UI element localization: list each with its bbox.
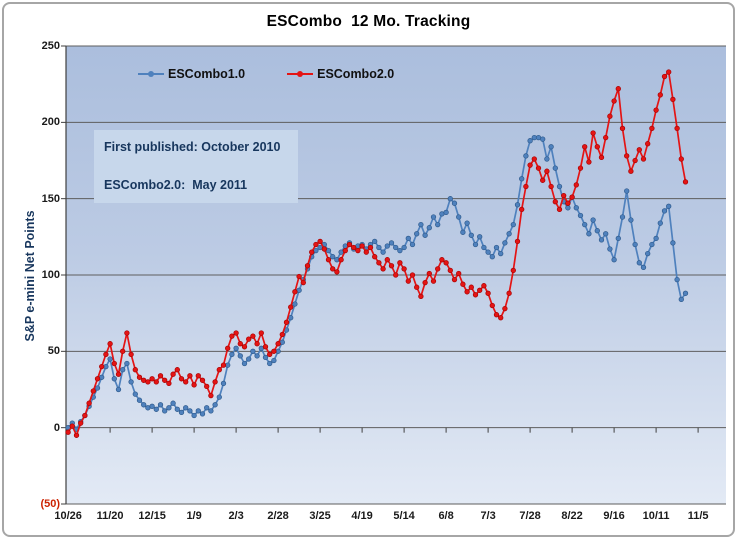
series-plot [61,45,726,505]
legend-label: ESCombo1.0 [168,67,246,81]
x-axis-tick-label: 7/3 [480,510,496,522]
chart-title: ESCombo 12 Mo. Tracking [266,13,471,30]
y-axis-tick-label: 150 [41,192,60,205]
y-axis-tick-label: 250 [41,40,60,52]
x-axis-tick-label: 11/20 [96,510,124,522]
y-axis-tick-label: (50) [40,498,60,510]
y-axis-tick-label: 200 [41,116,60,129]
x-axis-tick-label: 2/28 [267,510,289,522]
x-axis-tick-label: 10/26 [54,510,82,522]
x-axis-tick-label: 9/16 [603,510,625,522]
line-marker-icon [138,71,164,77]
x-axis-tick-label: 11/5 [687,510,709,522]
legend-entry-escombo1: ESCombo1.0 [138,67,245,81]
x-axis-tick-label: 1/9 [186,510,202,522]
plot-area: ESCombo1.0 ESCombo2.0 First published: O… [61,45,726,505]
x-axis-tick-label: 6/8 [438,510,454,522]
annotation-box: First published: October 2010 ESCombo2.0… [94,130,298,203]
annotation-line1: First published: October 2010 [104,140,281,154]
legend-label: ESCombo2.0 [317,67,395,81]
chart-legend: ESCombo1.0 ESCombo2.0 [138,67,394,81]
x-axis-tick-label: 4/19 [351,510,373,522]
line-marker-icon [287,71,314,77]
annotation-line2: ESCombo2.0: May 2011 [104,178,248,192]
x-axis-tick-label: 2/3 [228,510,244,522]
legend-entry-escombo2: ESCombo2.0 [287,67,394,81]
x-axis-tick-label: 7/28 [519,510,541,522]
x-axis-tick-label: 8/22 [561,510,583,522]
x-axis-tick-label: 10/11 [642,510,670,522]
x-axis-tick-label: 5/14 [393,510,415,522]
x-axis-tick-label: 3/25 [309,510,331,522]
y-axis-tick-label: 100 [41,269,60,281]
y-axis-tick-label: 50 [47,345,60,358]
x-axis-tick-label: 12/15 [138,510,166,522]
y-axis-tick-label: 0 [53,421,60,434]
